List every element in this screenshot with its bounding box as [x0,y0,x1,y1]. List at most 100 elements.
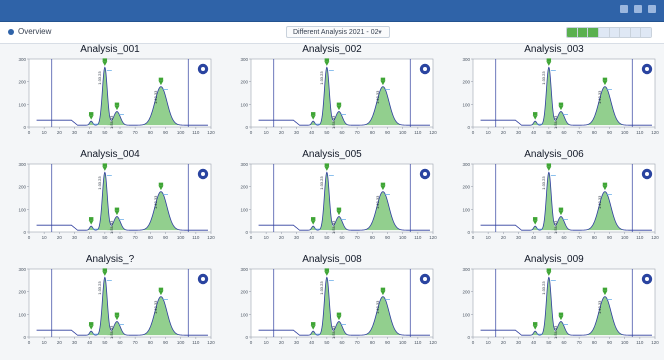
peak-marker-icon[interactable] [336,210,342,216]
panel-menu-icon-dot [423,67,427,71]
peak-marker-icon[interactable] [558,315,564,321]
peak-marker-icon[interactable] [602,185,608,191]
peak-marker-icon[interactable] [114,105,120,111]
panel-toggle-7[interactable] [630,28,642,37]
peak-marker-icon[interactable] [88,325,94,330]
x-tick-label: 120 [429,235,437,240]
peak-marker-icon[interactable] [380,290,386,296]
panel-toggle-6[interactable] [620,28,631,37]
peak-marker-icon[interactable] [114,315,120,321]
panel-toggle-1[interactable] [567,28,578,37]
peak-marker-icon[interactable] [324,166,330,171]
peak-marker-icon[interactable] [102,271,108,276]
chromatogram-panel[interactable]: Analysis_003 0 100 200 300 0 10 20 30 40 50 60 70 80 9… [449,44,659,144]
x-tick-label: 10 [264,130,270,135]
peak-marker-icon[interactable] [336,315,342,321]
chromatogram-trace [258,171,430,231]
x-tick-label: 50 [102,130,108,135]
analysis-select[interactable]: Different Analysis 2021 - 02 ▼ [286,26,390,38]
peak-marker-icon[interactable] [88,115,94,120]
panel-toggle-5[interactable] [609,28,621,37]
y-tick-label: 300 [462,57,470,62]
panel-title: Analysis_002 [302,44,362,55]
peak-marker-icon[interactable] [158,290,164,296]
peak-marker-icon[interactable] [102,166,108,171]
y-tick-label: 300 [462,162,470,167]
peak-marker-icon[interactable] [380,80,386,86]
minimize-icon[interactable] [620,5,628,13]
chromatogram-panel[interactable]: Analysis_005 0 100 200 300 0 10 20 30 40 50 60 70 80 9… [227,149,437,249]
chromatogram-plot[interactable]: 0 100 200 300 0 10 20 30 40 50 60 70 80 90 100 110 120 1:… [227,55,437,144]
peak-marker-icon[interactable] [88,220,94,225]
chromatogram-panel[interactable]: Analysis_009 0 100 200 300 0 10 20 30 40 50 60 70 80 9… [449,254,659,354]
peak-marker-icon[interactable] [336,105,342,111]
panel-toggle-3[interactable] [588,28,599,37]
chromatogram-plot[interactable]: 0 100 200 300 0 10 20 30 40 50 60 70 80 90 100 110 120 1:… [5,265,215,354]
chromatogram-panel[interactable]: Analysis_004 0 100 200 300 0 10 20 30 40 50 60 70 80 9… [5,149,215,249]
x-tick-label: 110 [636,340,644,345]
peak-marker-cap [324,58,330,62]
maximize-icon[interactable] [634,5,642,13]
x-tick-label: 80 [148,340,154,345]
x-tick-label: 70 [355,235,361,240]
x-tick-label: 0 [472,340,475,345]
chromatogram-plot[interactable]: 0 100 200 300 0 10 20 30 40 50 60 70 80 90 100 110 120 1:… [5,55,215,144]
chromatogram-plot[interactable]: 0 100 200 300 0 10 20 30 40 50 60 70 80 90 100 110 120 1:… [449,160,659,249]
peak-marker-icon[interactable] [114,210,120,216]
panel-toggle-group[interactable] [566,27,652,38]
panel-menu-icon-dot [645,67,649,71]
x-tick-label: 110 [192,340,200,345]
peak-marker-icon[interactable] [324,61,330,66]
peak-label: 1:58.33 [331,220,336,234]
peak-marker-icon[interactable] [380,185,386,191]
peak-marker-icon[interactable] [546,271,552,276]
peak-marker-icon[interactable] [602,290,608,296]
y-tick-label: 200 [240,80,248,85]
peak-marker-cap [558,207,564,211]
peak-marker-icon[interactable] [158,185,164,191]
close-icon[interactable] [648,5,656,13]
peak-marker-icon[interactable] [324,271,330,276]
panel-toggle-2[interactable] [577,28,589,37]
y-tick-label: 100 [240,312,248,317]
peak-marker-icon[interactable] [602,80,608,86]
peak-marker-icon[interactable] [558,210,564,216]
x-tick-label: 40 [309,130,315,135]
peak-label: 1:58.33 [331,325,336,339]
y-tick-label: 100 [462,102,470,107]
x-tick-label: 50 [324,130,330,135]
peak-label: 1:42.33 [375,90,380,104]
chromatogram-plot[interactable]: 0 100 200 300 0 10 20 30 40 50 60 70 80 90 100 110 120 1:… [5,160,215,249]
x-tick-label: 50 [102,235,108,240]
peak-marker-icon[interactable] [532,220,538,225]
panel-toggle-8[interactable] [641,28,651,37]
chromatogram-panel[interactable]: Analysis_002 0 100 200 300 0 10 20 30 40 50 60 70 80 9… [227,44,437,144]
chromatogram-plot[interactable]: 0 100 200 300 0 10 20 30 40 50 60 70 80 90 100 110 120 1:… [449,265,659,354]
peak-marker-icon[interactable] [532,325,538,330]
peak-marker-icon[interactable] [310,220,316,225]
peak-marker-icon[interactable] [102,61,108,66]
peak-marker-icon[interactable] [310,325,316,330]
peak-marker-cap [602,182,608,186]
peak-marker-icon[interactable] [532,115,538,120]
peak-marker-icon[interactable] [558,105,564,111]
view-label[interactable]: Overview [8,27,51,36]
chromatogram-panel[interactable]: Analysis_006 0 100 200 300 0 10 20 30 40 50 60 70 80 9… [449,149,659,249]
chromatogram-plot[interactable]: 0 100 200 300 0 10 20 30 40 50 60 70 80 90 100 110 120 1:… [227,160,437,249]
chromatogram-panel[interactable]: Analysis_001 0 100 200 300 0 10 20 30 40 50 60 70 80 9… [5,44,215,144]
chromatogram-plot[interactable]: 0 100 200 300 0 10 20 30 40 50 60 70 80 90 100 110 120 1:… [449,55,659,144]
panel-toggle-4[interactable] [598,28,610,37]
chromatogram-panel[interactable]: Analysis_008 0 100 200 300 0 10 20 30 40 50 60 70 80 9… [227,254,437,354]
chromatogram-panel[interactable]: Analysis_? 0 100 200 300 0 10 20 30 40 50 60 70 80 90 1… [5,254,215,354]
peak-label: 1:42.33 [153,90,158,104]
panel-menu-icon-dot [201,277,205,281]
peak-marker-cap [158,287,164,291]
y-tick-label: 200 [18,290,26,295]
x-tick-label: 40 [531,340,537,345]
peak-marker-icon[interactable] [546,61,552,66]
peak-marker-icon[interactable] [310,115,316,120]
peak-marker-icon[interactable] [546,166,552,171]
peak-label: 1:42.33 [597,90,602,104]
chromatogram-plot[interactable]: 0 100 200 300 0 10 20 30 40 50 60 70 80 90 100 110 120 1:… [227,265,437,354]
peak-marker-icon[interactable] [158,80,164,86]
